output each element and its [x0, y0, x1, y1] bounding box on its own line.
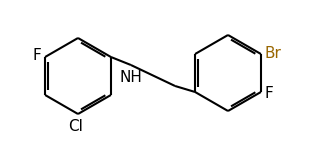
Text: Br: Br [265, 46, 282, 61]
Text: Cl: Cl [69, 119, 83, 134]
Text: NH: NH [119, 70, 142, 85]
Text: F: F [32, 49, 41, 63]
Text: F: F [265, 85, 274, 100]
